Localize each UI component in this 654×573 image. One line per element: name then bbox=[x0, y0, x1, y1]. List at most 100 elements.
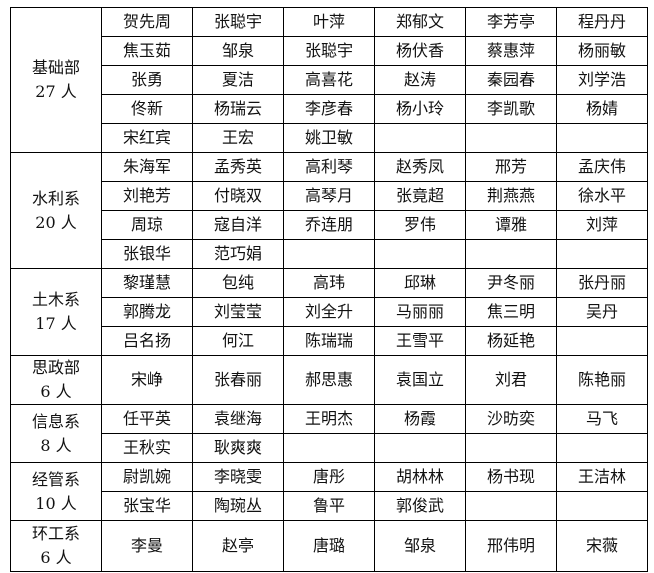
member-name-cell: 刘萍 bbox=[556, 210, 648, 240]
member-name-cell: 杨瑞云 bbox=[192, 94, 284, 124]
empty-cell bbox=[556, 491, 648, 521]
member-name-cell: 耿爽爽 bbox=[192, 433, 284, 463]
member-name-cell: 王秋实 bbox=[101, 433, 193, 463]
table-row: 吕名扬 何江 陈瑞瑞 王雪平 杨延艳 bbox=[11, 326, 648, 356]
member-name-cell: 邢芳 bbox=[465, 152, 557, 182]
department-name: 水利系 bbox=[31, 188, 80, 208]
member-name-cell: 杨霞 bbox=[374, 404, 466, 434]
table-row: 郭腾龙 刘莹莹 刘全升 马丽丽 焦三明 吴丹 bbox=[11, 297, 648, 327]
table-row: 环工系 6 人 李曼 赵亭 唐璐 邹泉 邢伟明 宋薇 bbox=[10, 520, 648, 572]
member-name-cell: 李芳亭 bbox=[465, 7, 557, 37]
member-name-cell: 徐水平 bbox=[556, 181, 648, 211]
empty-cell bbox=[465, 239, 557, 269]
member-name-cell: 陈艳丽 bbox=[556, 355, 648, 405]
member-name-cell: 邹泉 bbox=[192, 36, 284, 66]
department-count: 20 人 bbox=[35, 212, 77, 232]
member-name-cell: 唐璐 bbox=[283, 520, 375, 572]
department-count: 10 人 bbox=[35, 493, 77, 513]
department-cell: 信息系 8 人 bbox=[10, 404, 102, 463]
department-name: 环工系 bbox=[31, 524, 80, 543]
member-name-cell: 赵秀凤 bbox=[374, 152, 466, 182]
member-name-cell: 叶萍 bbox=[283, 7, 375, 37]
table-row: 张勇 夏洁 高喜花 赵涛 秦园春 刘学浩 bbox=[11, 65, 648, 95]
member-name-cell: 马飞 bbox=[556, 404, 648, 434]
member-name-cell: 佟新 bbox=[101, 94, 193, 124]
table-row: 思政部 6 人 宋峥 张春丽 郝思惠 袁国立 刘君 陈艳丽 bbox=[10, 355, 648, 405]
member-name-cell: 杨小玲 bbox=[374, 94, 466, 124]
table-row: 信息系 8 人 任平英 袁继海 王明杰 杨霞 沙昉奕 马飞 bbox=[10, 404, 648, 463]
department-cell: 水利系 20 人 bbox=[10, 152, 102, 269]
empty-cell bbox=[556, 239, 648, 269]
table-row: 周琼 寇自洋 乔连朋 罗伟 谭雅 刘萍 bbox=[11, 210, 648, 240]
department-cell: 基础部 27 人 bbox=[10, 7, 102, 153]
member-name-cell: 张春丽 bbox=[192, 355, 284, 405]
member-name-cell: 张竟超 bbox=[374, 181, 466, 211]
member-name-cell: 程丹丹 bbox=[556, 7, 648, 37]
member-name-cell: 刘艳芳 bbox=[101, 181, 193, 211]
member-name-cell: 邹泉 bbox=[374, 520, 466, 572]
member-name-cell: 张聪宇 bbox=[192, 7, 284, 37]
member-name-cell: 赵亭 bbox=[192, 520, 284, 572]
member-name-cell: 高琴月 bbox=[283, 181, 375, 211]
empty-cell bbox=[465, 433, 557, 463]
member-name-cell: 邱琳 bbox=[374, 268, 466, 298]
empty-cell bbox=[374, 433, 466, 463]
department-name: 经管系 bbox=[31, 469, 80, 489]
member-name-cell: 任平英 bbox=[101, 404, 193, 434]
member-name-cell: 张聪宇 bbox=[283, 36, 375, 66]
member-name-cell: 罗伟 bbox=[374, 210, 466, 240]
member-name-cell: 黎瑾慧 bbox=[101, 268, 193, 298]
department-name: 基础部 bbox=[31, 58, 80, 77]
member-name-cell: 郭俊武 bbox=[374, 491, 466, 521]
member-name-cell: 范巧娟 bbox=[192, 239, 284, 269]
table-row: 经管系 10 人 尉凯婉 李晓雯 唐彤 胡林林 杨书现 王洁林 bbox=[10, 462, 648, 521]
member-name-cell: 宋峥 bbox=[101, 355, 193, 405]
member-name-cell: 焦三明 bbox=[465, 297, 557, 327]
member-name-cell: 付晓双 bbox=[192, 181, 284, 211]
member-name-cell: 王洁林 bbox=[556, 462, 648, 492]
member-name-cell: 唐彤 bbox=[283, 462, 375, 492]
member-name-cell: 孟庆伟 bbox=[556, 152, 648, 182]
member-name-cell: 杨书现 bbox=[465, 462, 557, 492]
department-count: 6 人 bbox=[40, 382, 72, 401]
department-count: 8 人 bbox=[40, 435, 72, 455]
member-name-cell: 尉凯婉 bbox=[101, 462, 193, 492]
department-name: 土木系 bbox=[31, 290, 80, 309]
table-row: 宋红宾 王宏 姚卫敏 bbox=[11, 123, 648, 153]
member-name-cell: 郝思惠 bbox=[283, 355, 375, 405]
table-row: 张宝华 陶琬丛 鲁平 郭俊武 bbox=[11, 491, 648, 521]
department-cell: 经管系 10 人 bbox=[10, 462, 102, 521]
member-name-cell: 乔连朋 bbox=[283, 210, 375, 240]
member-name-cell: 杨延艳 bbox=[465, 326, 557, 356]
department-count: 6 人 bbox=[40, 548, 72, 567]
member-name-cell: 宋薇 bbox=[556, 520, 648, 572]
member-name-cell: 刘全升 bbox=[283, 297, 375, 327]
member-name-cell: 何江 bbox=[192, 326, 284, 356]
member-name-cell: 杨丽敏 bbox=[556, 36, 648, 66]
member-name-cell: 贺先周 bbox=[101, 7, 193, 37]
member-name-cell: 谭雅 bbox=[465, 210, 557, 240]
member-name-cell: 高利琴 bbox=[283, 152, 375, 182]
member-name-cell: 张宝华 bbox=[101, 491, 193, 521]
member-name-cell: 马丽丽 bbox=[374, 297, 466, 327]
department-cell: 环工系 6 人 bbox=[10, 520, 102, 572]
member-name-cell: 赵涛 bbox=[374, 65, 466, 95]
member-name-cell: 陶琬丛 bbox=[192, 491, 284, 521]
member-name-cell: 高玮 bbox=[283, 268, 375, 298]
department-cell: 思政部 6 人 bbox=[10, 355, 102, 405]
member-name-cell: 刘学浩 bbox=[556, 65, 648, 95]
member-name-cell: 刘君 bbox=[465, 355, 557, 405]
member-name-cell: 袁继海 bbox=[192, 404, 284, 434]
member-name-cell: 鲁平 bbox=[283, 491, 375, 521]
member-name-cell: 李晓雯 bbox=[192, 462, 284, 492]
empty-cell bbox=[283, 239, 375, 269]
table-row: 王秋实 耿爽爽 bbox=[11, 433, 648, 463]
member-name-cell: 郑郁文 bbox=[374, 7, 466, 37]
member-name-cell: 邢伟明 bbox=[465, 520, 557, 572]
member-name-cell: 蔡惠萍 bbox=[465, 36, 557, 66]
member-name-cell: 张勇 bbox=[101, 65, 193, 95]
member-name-cell: 焦玉茹 bbox=[101, 36, 193, 66]
member-name-cell: 张丹丽 bbox=[556, 268, 648, 298]
member-name-cell: 王宏 bbox=[192, 123, 284, 153]
member-name-cell: 周琼 bbox=[101, 210, 193, 240]
